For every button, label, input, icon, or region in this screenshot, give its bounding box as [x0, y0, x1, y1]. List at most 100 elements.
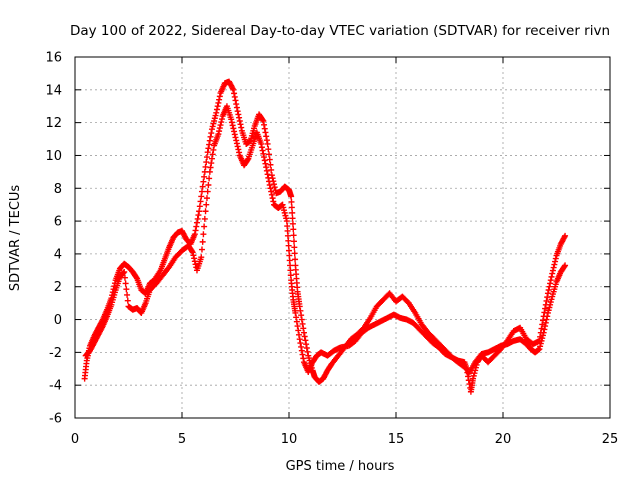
data-point: [294, 323, 301, 330]
data-point: [298, 316, 305, 323]
data-point: [271, 181, 278, 188]
data-point: [292, 309, 299, 316]
data-point: [198, 193, 205, 200]
data-point: [295, 331, 302, 338]
data-point: [216, 96, 223, 103]
data-point: [237, 121, 244, 128]
data-point: [263, 167, 270, 174]
data-point: [200, 178, 207, 185]
data-point: [121, 274, 128, 281]
x-axis-title: GPS time / hours: [286, 459, 395, 474]
data-point: [298, 312, 305, 319]
data-point: [231, 93, 238, 100]
data-point: [205, 181, 212, 188]
data-point: [270, 198, 277, 205]
data-point: [538, 325, 545, 332]
data-point: [544, 313, 551, 320]
data-point: [297, 340, 304, 347]
data-point: [207, 133, 214, 140]
data-point: [260, 117, 267, 124]
data-point: [216, 128, 223, 135]
data-point: [289, 209, 296, 216]
data-point: [230, 125, 237, 132]
data-point: [199, 238, 206, 245]
data-point: [279, 201, 286, 208]
data-point: [259, 116, 266, 123]
data-point: [542, 305, 549, 312]
data-point: [288, 204, 295, 211]
x-tick-label: 5: [178, 432, 186, 447]
data-point: [214, 103, 221, 110]
series-group: [82, 103, 569, 377]
data-point: [228, 119, 235, 126]
data-point: [204, 188, 211, 195]
data-point: [546, 304, 553, 311]
data-point: [295, 327, 302, 334]
y-tick-label: 14: [45, 83, 62, 98]
data-point: [303, 344, 310, 351]
data-point: [471, 370, 478, 377]
data-point: [208, 155, 215, 162]
data-point: [124, 297, 131, 304]
data-point: [120, 269, 127, 276]
data-point: [229, 122, 236, 129]
data-point: [470, 372, 477, 379]
data-point: [539, 335, 546, 342]
data-point: [196, 203, 203, 210]
data-point: [193, 219, 200, 226]
data-point: [548, 296, 555, 303]
data-point: [211, 117, 218, 124]
data-point: [545, 287, 552, 294]
data-point: [231, 131, 238, 138]
data-point: [537, 340, 544, 347]
data-point: [543, 316, 550, 323]
data-point: [261, 157, 268, 164]
x-tick-label: 25: [602, 432, 619, 447]
chart-title: Day 100 of 2022, Sidereal Day-to-day VTE…: [70, 23, 610, 39]
data-point: [261, 154, 268, 161]
data-point: [213, 106, 220, 113]
data-point: [210, 146, 217, 153]
data-point: [206, 137, 213, 144]
data-point: [300, 355, 307, 362]
data-point: [201, 173, 208, 180]
data-point: [210, 120, 217, 127]
data-point: [206, 168, 213, 175]
data-point: [192, 227, 199, 234]
data-point: [206, 141, 213, 148]
x-tick-label: 15: [388, 432, 405, 447]
data-point: [211, 115, 218, 122]
data-point: [198, 246, 205, 253]
data-point: [236, 117, 243, 124]
y-tick-label: 6: [54, 215, 62, 230]
y-tick-label: 2: [54, 280, 62, 295]
data-point: [208, 160, 215, 167]
data-point: [303, 341, 310, 348]
data-point: [288, 198, 295, 205]
data-point: [266, 156, 273, 163]
data-point: [538, 337, 545, 344]
data-point: [236, 149, 243, 156]
data-point: [282, 212, 289, 219]
data-point: [544, 290, 551, 297]
data-point: [266, 178, 273, 185]
data-point: [258, 140, 265, 147]
data-point: [263, 137, 270, 144]
data-point: [299, 351, 306, 358]
data-point: [289, 220, 296, 227]
data-point: [297, 307, 304, 314]
data-point: [552, 258, 559, 265]
data-point: [202, 208, 209, 215]
data-point: [216, 125, 223, 132]
data-point: [262, 129, 269, 136]
y-tick-label: 16: [45, 51, 62, 66]
data-point: [122, 280, 129, 287]
data-point: [298, 347, 305, 354]
data-point: [304, 348, 311, 355]
data-point: [263, 164, 270, 171]
data-point: [301, 333, 308, 340]
data-point: [292, 256, 299, 263]
data-point: [550, 264, 557, 271]
